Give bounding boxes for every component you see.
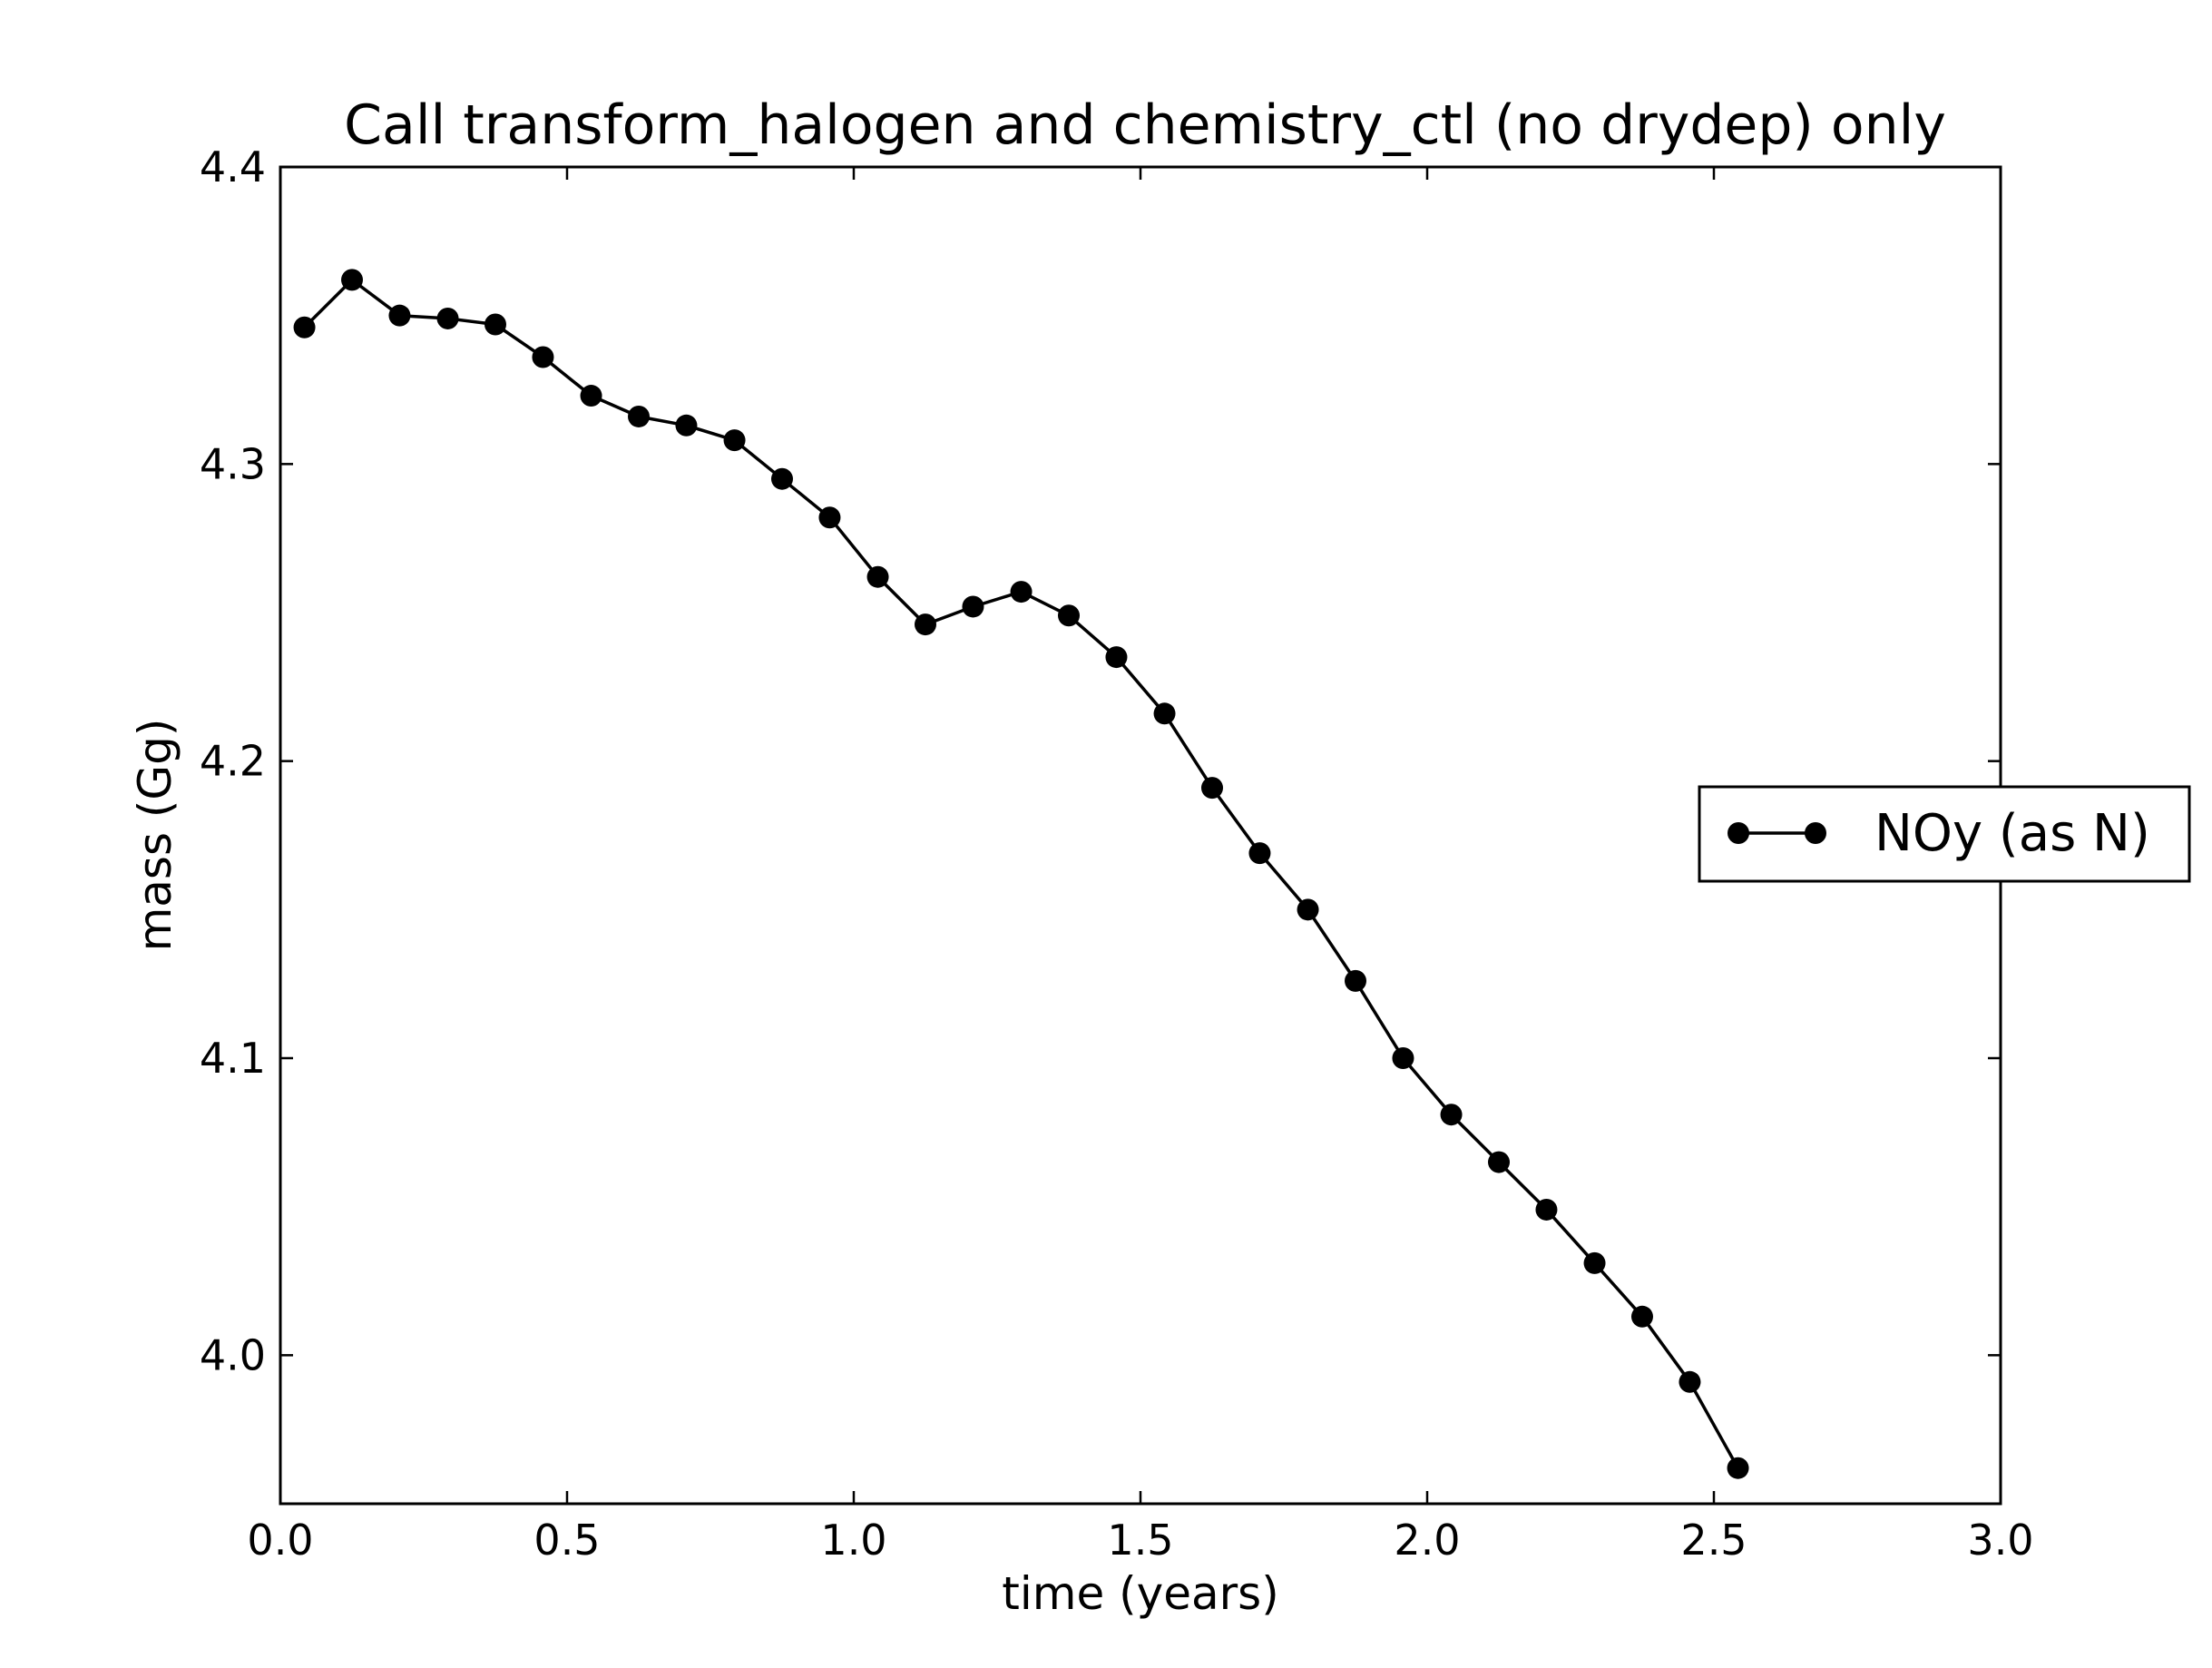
data-point: [771, 467, 793, 490]
data-point: [1105, 646, 1128, 669]
x-tick-label: 1.5: [1107, 1516, 1173, 1565]
data-point: [1201, 777, 1223, 800]
y-ticks: 4.0 4.1 4.2 4.3 4.4: [200, 142, 2001, 1379]
data-point: [1345, 969, 1366, 992]
series-points: [293, 269, 1749, 1479]
data-point: [293, 316, 316, 339]
series-noy: [293, 269, 1749, 1479]
data-point: [1679, 1370, 1701, 1393]
chart-title: Call transform_halogen and chemistry_ctl…: [344, 93, 1946, 157]
data-point: [1583, 1251, 1606, 1274]
data-point: [1727, 1457, 1749, 1479]
x-tick-label: 2.0: [1394, 1516, 1460, 1565]
x-tick-label: 1.0: [820, 1516, 886, 1565]
data-point: [915, 613, 936, 636]
legend: NOy (as N): [1698, 785, 2191, 883]
x-tick-label: 3.0: [1967, 1516, 2033, 1565]
data-point: [962, 595, 984, 618]
y-tick-label: 4.3: [200, 439, 266, 488]
data-point: [1488, 1151, 1510, 1173]
data-point: [1631, 1305, 1653, 1328]
data-point: [866, 565, 889, 588]
y-tick-label: 4.4: [200, 142, 266, 191]
data-point: [484, 313, 506, 336]
y-tick-label: 4.0: [200, 1330, 266, 1379]
y-tick-label: 4.2: [200, 737, 266, 786]
data-point: [1440, 1104, 1463, 1126]
data-point: [1153, 702, 1176, 725]
data-point: [1297, 898, 1319, 921]
data-point: [1248, 842, 1271, 865]
data-point: [580, 385, 602, 407]
x-ticks: 0.0 0.5 1.0 1.5 2.0 2.5 3.0: [247, 167, 2034, 1565]
x-tick-label: 2.5: [1680, 1516, 1747, 1565]
data-point: [436, 307, 459, 329]
x-tick-label: 0.5: [533, 1516, 600, 1565]
data-point: [1392, 1047, 1414, 1069]
data-point: [818, 506, 841, 529]
data-point: [532, 346, 554, 368]
data-point: [388, 304, 411, 327]
data-point: [1535, 1198, 1558, 1221]
data-point: [1058, 604, 1080, 627]
y-tick-label: 4.1: [200, 1034, 266, 1083]
y-axis-label: mass (Gg): [129, 719, 181, 952]
data-point: [341, 269, 363, 291]
data-point: [628, 405, 650, 427]
data-point: [723, 429, 746, 452]
legend-marker: [1805, 822, 1826, 844]
data-point: [675, 414, 698, 437]
x-tick-label: 0.0: [247, 1516, 313, 1565]
data-point: [1010, 581, 1033, 603]
legend-marker: [1728, 822, 1749, 844]
x-axis-label: time (years): [1002, 1567, 1278, 1620]
legend-label: NOy (as N): [1874, 804, 2150, 863]
